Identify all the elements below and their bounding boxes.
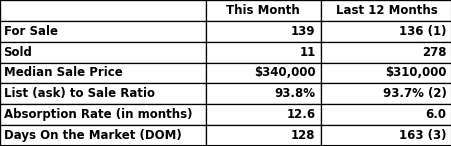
Text: Days On the Market (DOM): Days On the Market (DOM) xyxy=(4,129,181,142)
Text: Sold: Sold xyxy=(4,46,32,59)
Text: Last 12 Months: Last 12 Months xyxy=(335,4,437,17)
Text: $310,000: $310,000 xyxy=(384,66,446,80)
Bar xyxy=(320,104,451,125)
Text: List (ask) to Sale Ratio: List (ask) to Sale Ratio xyxy=(4,87,154,100)
Bar xyxy=(0,83,205,104)
Text: $340,000: $340,000 xyxy=(253,66,315,80)
Text: Median Sale Price: Median Sale Price xyxy=(4,66,122,80)
Bar xyxy=(0,0,205,21)
Text: 139: 139 xyxy=(290,25,315,38)
Bar xyxy=(320,21,451,42)
Bar xyxy=(0,42,205,63)
Bar xyxy=(205,83,320,104)
Bar xyxy=(320,0,451,21)
Text: 128: 128 xyxy=(290,129,315,142)
Text: 93.7% (2): 93.7% (2) xyxy=(382,87,446,100)
Bar xyxy=(0,63,205,83)
Bar xyxy=(205,0,320,21)
Bar xyxy=(320,83,451,104)
Bar xyxy=(320,125,451,146)
Text: 11: 11 xyxy=(299,46,315,59)
Bar xyxy=(205,42,320,63)
Text: This Month: This Month xyxy=(226,4,299,17)
Bar xyxy=(0,104,205,125)
Bar xyxy=(320,63,451,83)
Text: 12.6: 12.6 xyxy=(286,108,315,121)
Bar xyxy=(205,21,320,42)
Bar xyxy=(0,21,205,42)
Text: 93.8%: 93.8% xyxy=(274,87,315,100)
Text: Absorption Rate (in months): Absorption Rate (in months) xyxy=(4,108,192,121)
Bar xyxy=(205,63,320,83)
Text: 163 (3): 163 (3) xyxy=(398,129,446,142)
Bar xyxy=(0,125,205,146)
Bar xyxy=(205,104,320,125)
Text: 136 (1): 136 (1) xyxy=(398,25,446,38)
Bar xyxy=(205,125,320,146)
Text: For Sale: For Sale xyxy=(4,25,57,38)
Bar xyxy=(320,42,451,63)
Text: 278: 278 xyxy=(421,46,446,59)
Text: 6.0: 6.0 xyxy=(425,108,446,121)
